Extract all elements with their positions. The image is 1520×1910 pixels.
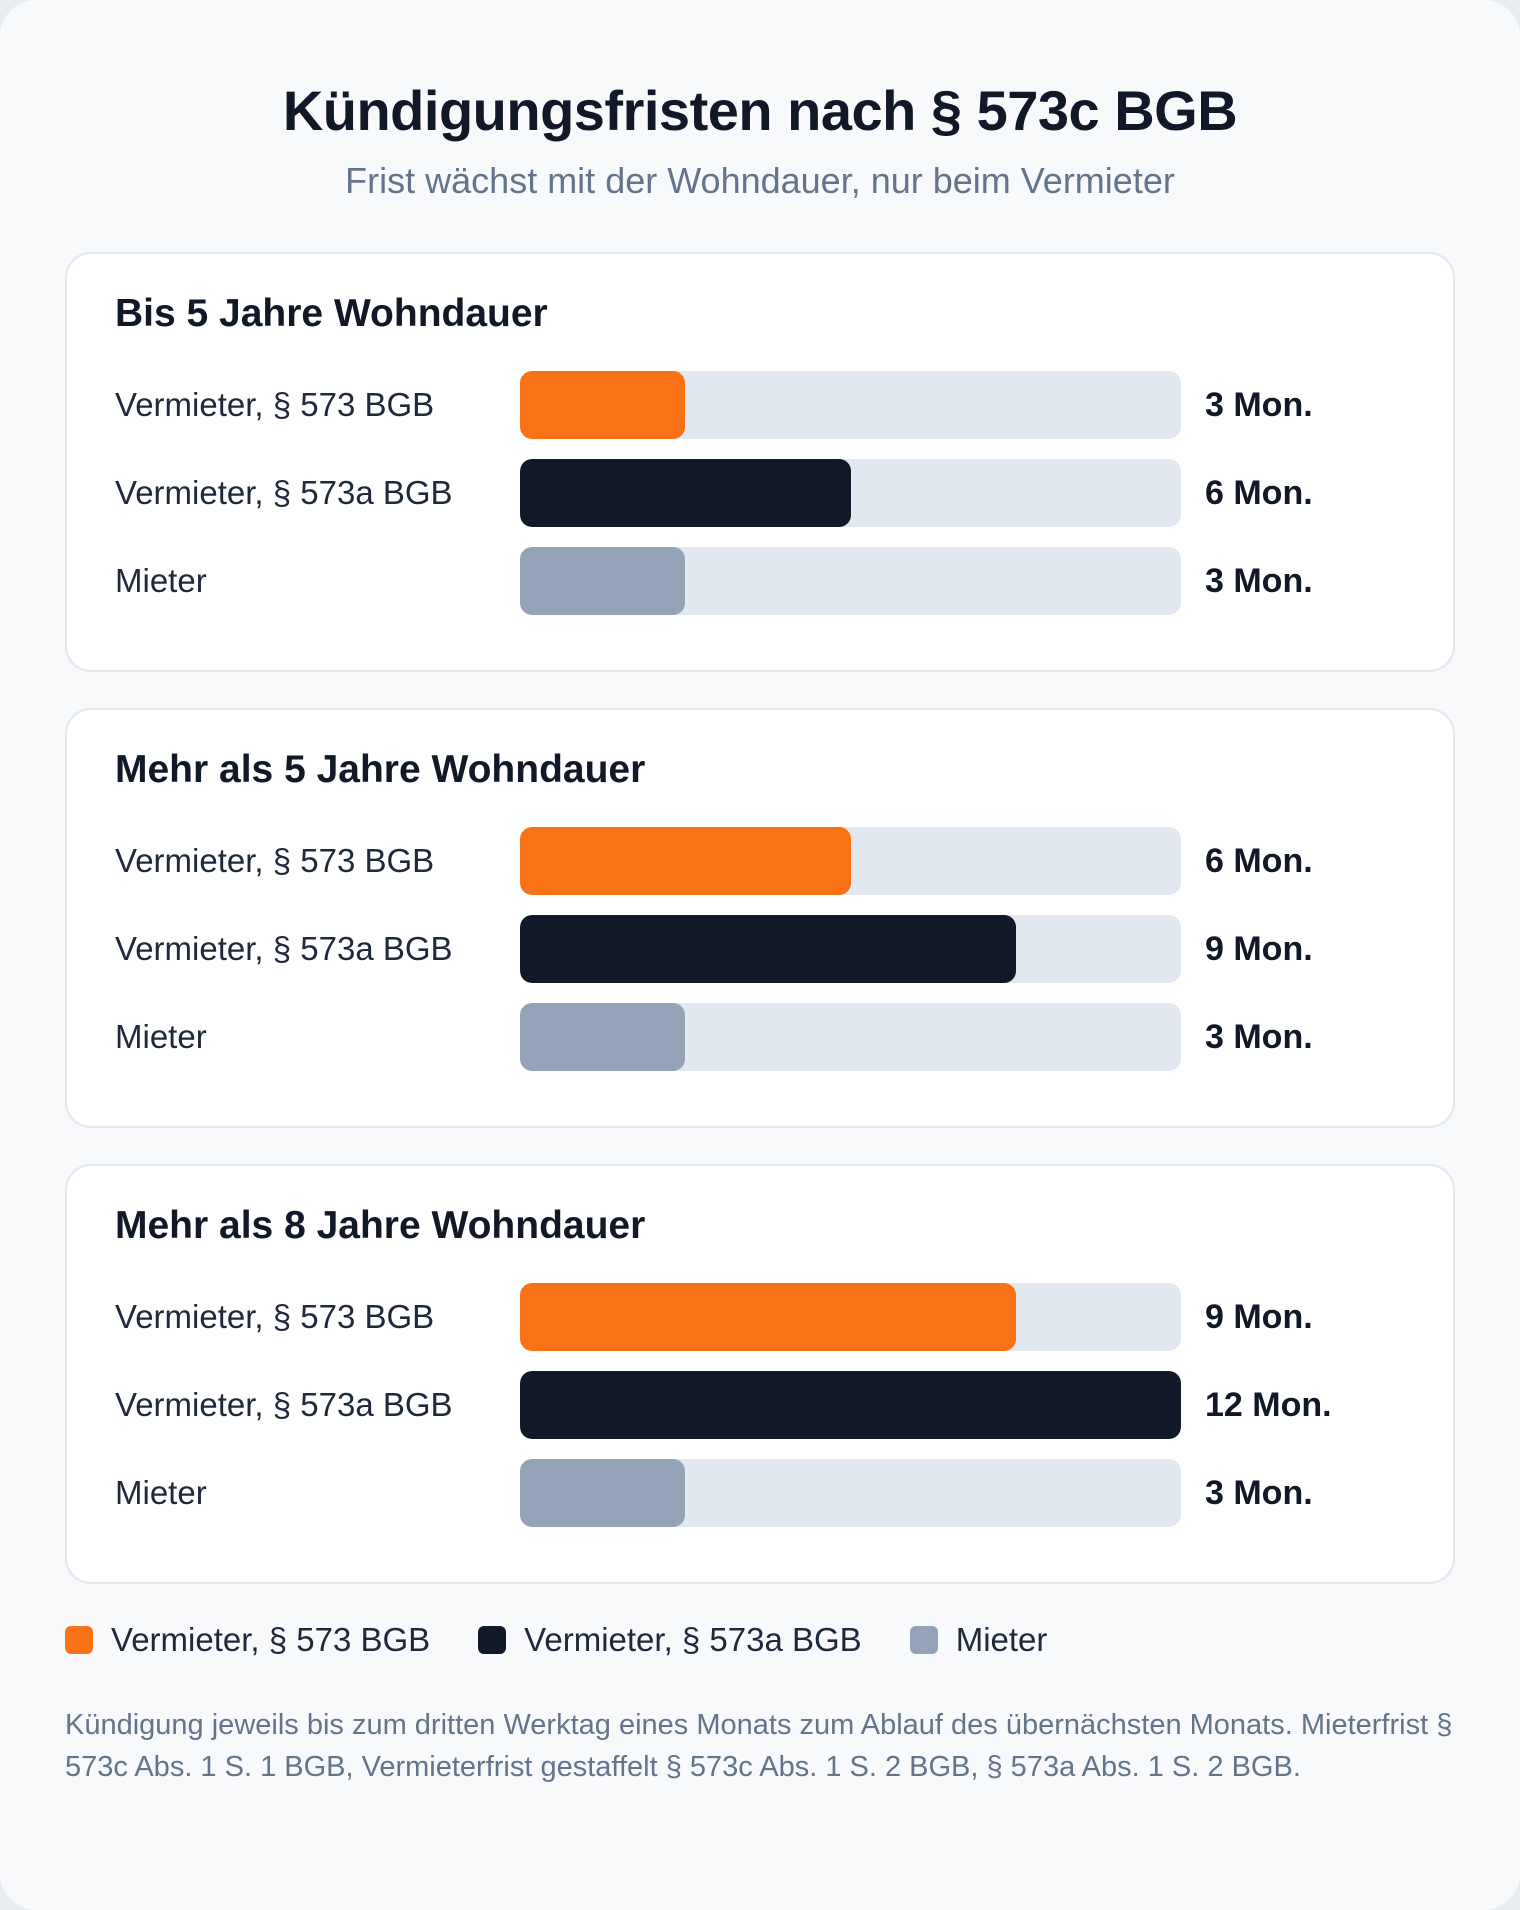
bar-fill bbox=[520, 1283, 1016, 1351]
bar-fill bbox=[520, 547, 686, 615]
panel-mehr-als-8-jahre: Mehr als 8 Jahre Wohndauer Vermieter, § … bbox=[65, 1164, 1455, 1584]
legend-item-mieter: Mieter bbox=[909, 1621, 1048, 1659]
footnote: Kündigung jeweils bis zum dritten Werkta… bbox=[65, 1709, 1453, 1783]
legend-swatch bbox=[65, 1626, 93, 1654]
chart-title: Kündigungsfristen nach § 573c BGB bbox=[282, 79, 1238, 142]
bar-value-label: 9 Mon. bbox=[1205, 1298, 1313, 1336]
bar-row: Vermieter, § 573 BGB 6 Mon. bbox=[67, 827, 1453, 895]
bar-label: Vermieter, § 573 BGB bbox=[115, 386, 435, 423]
bar-fill bbox=[520, 371, 686, 439]
bar-row: Vermieter, § 573 BGB 3 Mon. bbox=[67, 371, 1453, 439]
bar-track bbox=[520, 1283, 1181, 1351]
bar-label: Vermieter, § 573a BGB bbox=[115, 474, 453, 511]
bar-row: Vermieter, § 573a BGB 12 Mon. bbox=[67, 1371, 1453, 1439]
bar-value-label: 6 Mon. bbox=[1205, 842, 1313, 880]
bar-value-label: 3 Mon. bbox=[1205, 386, 1313, 424]
bar-track bbox=[520, 459, 1181, 527]
bar-row: Vermieter, § 573a BGB 6 Mon. bbox=[67, 459, 1453, 527]
bar-label: Mieter bbox=[115, 1474, 207, 1511]
panel-title: Mehr als 8 Jahre Wohndauer bbox=[115, 1204, 646, 1247]
bar-value-label: 12 Mon. bbox=[1205, 1386, 1332, 1424]
bar-label: Vermieter, § 573a BGB bbox=[115, 1386, 453, 1423]
bar-value-label: 6 Mon. bbox=[1205, 474, 1313, 512]
bar-row: Mieter 3 Mon. bbox=[67, 547, 1453, 615]
legend-label: Vermieter, § 573 BGB bbox=[111, 1621, 431, 1658]
legend-swatch bbox=[478, 1626, 507, 1654]
chart-subtitle: Frist wächst mit der Wohndauer, nur beim… bbox=[345, 160, 1175, 201]
panel-mehr-als-5-jahre: Mehr als 5 Jahre Wohndauer Vermieter, § … bbox=[65, 708, 1455, 1128]
bar-track bbox=[520, 915, 1181, 983]
legend-item-vermieter-573a: Vermieter, § 573a BGB bbox=[478, 1621, 862, 1659]
panel-title: Mehr als 5 Jahre Wohndauer bbox=[115, 748, 646, 791]
bar-fill bbox=[520, 1371, 1181, 1439]
legend-swatch bbox=[909, 1626, 938, 1654]
bar-value-label: 3 Mon. bbox=[1205, 1018, 1313, 1056]
bar-label: Vermieter, § 573a BGB bbox=[115, 930, 453, 967]
bar-fill bbox=[520, 459, 851, 527]
bar-track bbox=[520, 1459, 1181, 1527]
panel-bis-5-jahre: Bis 5 Jahre Wohndauer Vermieter, § 573 B… bbox=[65, 252, 1455, 672]
panel-title: Bis 5 Jahre Wohndauer bbox=[115, 292, 548, 335]
bar-track bbox=[520, 1003, 1181, 1071]
bar-fill bbox=[520, 827, 851, 895]
bar-label: Vermieter, § 573 BGB bbox=[115, 1298, 435, 1335]
bar-label: Mieter bbox=[115, 1018, 207, 1055]
bar-fill bbox=[520, 915, 1016, 983]
bar-row: Vermieter, § 573a BGB 9 Mon. bbox=[67, 915, 1453, 983]
bar-fill bbox=[520, 1459, 686, 1527]
bar-fill bbox=[520, 1003, 686, 1071]
bar-track bbox=[520, 827, 1181, 895]
bar-value-label: 3 Mon. bbox=[1205, 1474, 1313, 1512]
bar-track bbox=[520, 1371, 1181, 1439]
bar-track bbox=[520, 547, 1181, 615]
bar-row: Mieter 3 Mon. bbox=[67, 1003, 1453, 1071]
bar-value-label: 3 Mon. bbox=[1205, 562, 1313, 600]
legend-label: Mieter bbox=[955, 1621, 1048, 1658]
bar-track bbox=[520, 371, 1181, 439]
bar-row: Vermieter, § 573 BGB 9 Mon. bbox=[67, 1283, 1453, 1351]
chart-legend: Vermieter, § 573 BGB Vermieter, § 573a B… bbox=[65, 1616, 1095, 1664]
bar-label: Mieter bbox=[115, 562, 207, 599]
legend-label: Vermieter, § 573a BGB bbox=[524, 1621, 862, 1658]
bar-label: Vermieter, § 573 BGB bbox=[115, 842, 435, 879]
bar-row: Mieter 3 Mon. bbox=[67, 1459, 1453, 1527]
bar-value-label: 9 Mon. bbox=[1205, 930, 1313, 968]
legend-item-vermieter-573: Vermieter, § 573 BGB bbox=[65, 1621, 430, 1659]
